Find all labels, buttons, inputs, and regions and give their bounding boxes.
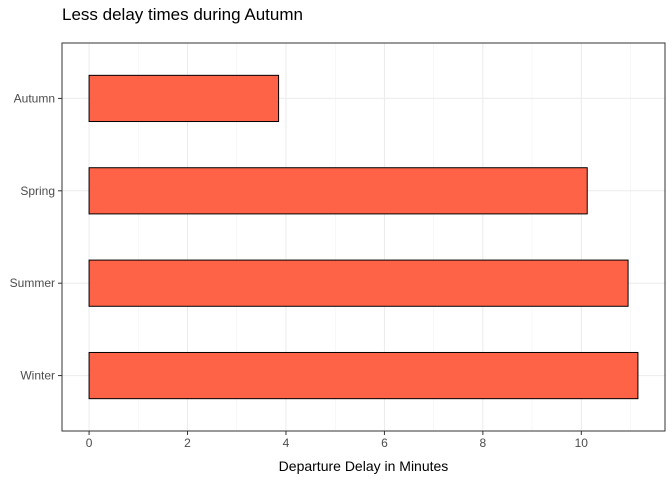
bar-winter — [88, 351, 639, 400]
x-tick-label: 10 — [575, 436, 589, 450]
x-tick-label: 6 — [381, 436, 388, 450]
y-tick-label: Summer — [10, 276, 55, 290]
bars — [88, 74, 639, 400]
y-tick-label: Winter — [20, 369, 55, 383]
y-tick-label: Spring — [20, 184, 55, 198]
x-tick-label: 8 — [480, 436, 487, 450]
chart-title: Less delay times during Autumn — [62, 5, 303, 24]
y-tick-label: Autumn — [14, 91, 55, 105]
x-tick-label: 2 — [184, 436, 191, 450]
bar-autumn — [88, 74, 280, 123]
x-tick-label: 4 — [283, 436, 290, 450]
bar-spring — [88, 167, 588, 215]
plot-panel-border — [61, 42, 666, 432]
bar-summer — [88, 259, 629, 307]
x-tick-label: 0 — [86, 436, 93, 450]
y-axis-ticks: Autumn Spring Summer Winter — [10, 91, 62, 383]
x-axis-ticks: 0 2 4 6 8 10 — [86, 431, 589, 450]
x-axis-title: Departure Delay in Minutes — [279, 458, 449, 474]
